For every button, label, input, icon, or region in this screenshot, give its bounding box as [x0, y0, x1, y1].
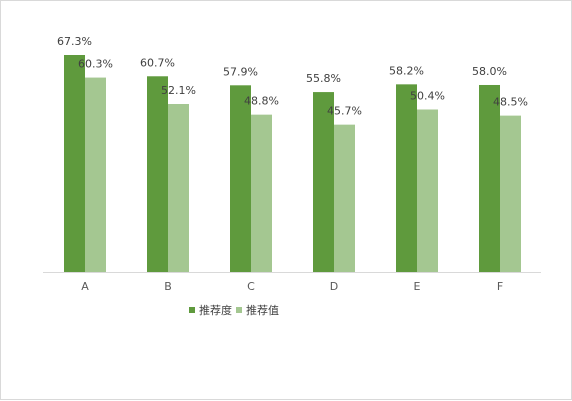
data-label-series-1-B: 60.7% [140, 56, 175, 69]
bar-series-2-C [251, 114, 272, 272]
legend-swatch-series-2 [236, 307, 242, 313]
data-label-series-1-E: 58.2% [389, 64, 424, 77]
data-label-series-1-D: 55.8% [306, 72, 341, 85]
bar-series-2-D [334, 124, 355, 272]
x-tick-label: F [497, 280, 503, 293]
x-tick-label: B [164, 280, 172, 293]
data-label-series-2-E: 50.4% [410, 89, 445, 102]
bar-series-2-E [417, 109, 438, 273]
data-labels-group: 67.3% 60.3% 60.7% 52.1% 57.9% 48.8% 55.8% 45.7%… [57, 35, 528, 118]
data-label-series-2-D: 45.7% [327, 105, 362, 118]
x-tick-label: A [81, 280, 89, 293]
legend-swatch-series-1 [189, 307, 195, 313]
legend: 推荐度 推荐值 [189, 303, 279, 317]
bars-group [64, 55, 521, 273]
bar-series-1-E [396, 84, 417, 272]
bar-series-2-F [500, 115, 521, 272]
x-tick-label: E [414, 280, 421, 293]
bar-series-1-C [230, 85, 251, 272]
data-label-series-1-F: 58.0% [472, 65, 507, 78]
bar-series-2-B [168, 104, 189, 272]
legend-label-series-1: 推荐度 [199, 303, 232, 317]
bar-series-1-D [313, 92, 334, 273]
legend-label-series-2: 推荐值 [246, 303, 279, 317]
x-tick-label: D [330, 280, 338, 293]
data-label-series-1-C: 57.9% [223, 65, 258, 78]
data-label-series-2-A: 60.3% [78, 58, 113, 71]
x-tick-label: C [247, 280, 255, 293]
bar-series-1-F [479, 84, 500, 272]
bar-series-1-A [64, 55, 85, 272]
x-tick-labels-group: A B C D E F [81, 280, 503, 293]
bar-series-1-B [147, 76, 168, 273]
data-label-series-2-F: 48.5% [493, 96, 528, 109]
data-label-series-2-B: 52.1% [161, 84, 196, 97]
data-label-series-2-C: 48.8% [244, 95, 279, 108]
data-label-series-1-A: 67.3% [57, 35, 92, 48]
bar-series-2-A [85, 77, 106, 272]
